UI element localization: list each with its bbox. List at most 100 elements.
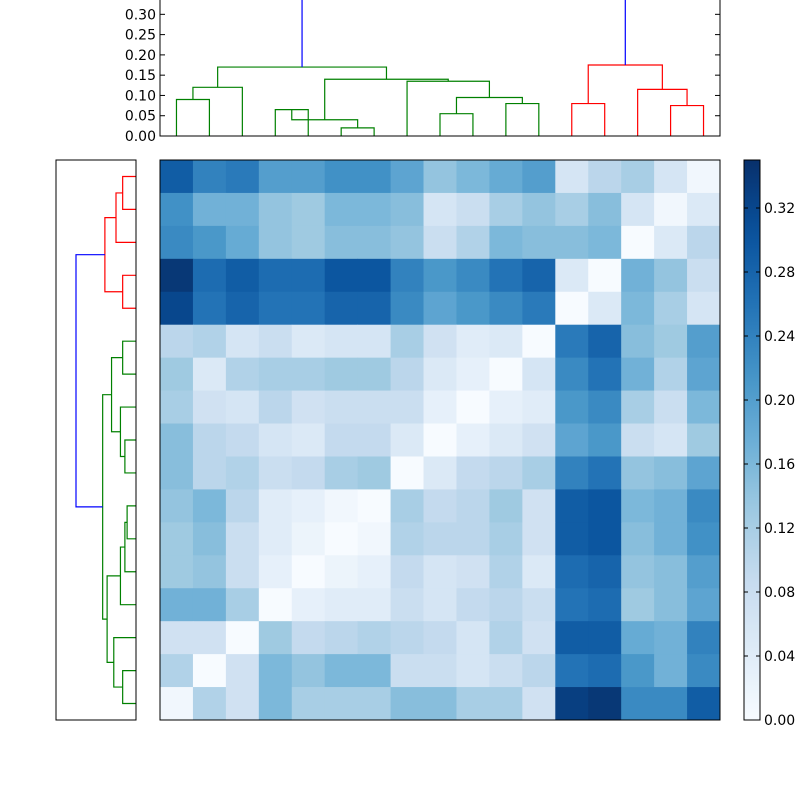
dendrogram-link [102, 394, 112, 620]
top-dendrogram [175, 0, 705, 136]
heatmap-cell [654, 357, 688, 391]
heatmap-cell [588, 291, 622, 326]
heatmap-cell [456, 192, 490, 227]
heatmap-cell [555, 324, 589, 359]
heatmap-cell [456, 654, 490, 688]
heatmap-cell [324, 291, 359, 326]
heatmap-cell [687, 423, 721, 457]
heatmap-cell [588, 489, 622, 523]
heatmap-cell [588, 357, 622, 391]
heatmap-cell [324, 390, 359, 424]
heatmap-cell [160, 489, 194, 523]
colorbar-tick-label: 0.24 [764, 329, 795, 345]
y-tick-label: 0.30 [125, 7, 156, 23]
heatmap-cell [258, 357, 293, 391]
heatmap-cell [160, 192, 194, 227]
heatmap-cell [621, 522, 655, 556]
heatmap-cell [160, 390, 194, 424]
heatmap-cell [687, 258, 721, 293]
heatmap-cell [225, 522, 260, 556]
heatmap-cell [522, 588, 556, 622]
heatmap-cell [522, 555, 556, 589]
heatmap-cell [192, 390, 227, 424]
heatmap-cell [555, 621, 589, 655]
dendrogram-link [122, 175, 136, 211]
heatmap-cell [555, 225, 589, 260]
heatmap-cell [654, 258, 688, 293]
dendrogram-link [104, 217, 123, 293]
heatmap-cell [225, 621, 260, 655]
dendrogram-link [175, 98, 211, 136]
heatmap-cell [390, 522, 424, 556]
colorbar-tick-label: 0.08 [764, 585, 795, 601]
heatmap-cell [687, 357, 721, 391]
heatmap-cell [324, 654, 359, 688]
heatmap-cell [390, 291, 424, 326]
heatmap-cell [456, 456, 490, 490]
top-dendrogram-y-axis: 0.00 0.05 0.10 0.15 0.20 0.25 0.30 0.35 [125, 0, 720, 145]
heatmap-cell [291, 291, 326, 326]
dendrogram-link [119, 546, 136, 606]
heatmap-cell [522, 390, 556, 424]
heatmap-cell [522, 192, 556, 227]
dendrogram-link [505, 102, 540, 136]
heatmap-cell [291, 555, 326, 589]
y-tick-label: 0.00 [125, 129, 156, 145]
heatmap-cell [192, 654, 227, 688]
heatmap-cell [555, 588, 589, 622]
heatmap-cell [588, 423, 622, 457]
dendrogram-link [122, 340, 136, 375]
heatmap-cell [390, 423, 424, 457]
heatmap-cell [621, 489, 655, 523]
heatmap-cell [687, 225, 721, 260]
heatmap-cell [160, 555, 194, 589]
heatmap-cell [588, 687, 622, 721]
dendrogram-link [669, 104, 705, 136]
heatmap-cell [225, 258, 260, 293]
heatmap-cell [687, 687, 721, 721]
dendrogram-link [301, 0, 626, 68]
heatmap-cell [192, 324, 227, 359]
heatmap-cell [654, 588, 688, 622]
heatmap-cell [423, 192, 457, 227]
heatmap-cell [621, 357, 655, 391]
dendrogram-link [291, 109, 359, 128]
colorbar-tick-label: 0.16 [764, 457, 795, 473]
heatmap-cell [489, 357, 523, 391]
heatmap-cell [489, 291, 523, 326]
dendrogram-link [115, 192, 136, 243]
heatmap-cell [225, 160, 260, 194]
heatmap-cell [489, 423, 523, 457]
heatmap-cell [160, 225, 194, 260]
heatmap-cell [621, 588, 655, 622]
heatmap-cell [291, 489, 326, 523]
heatmap-cell [555, 687, 589, 721]
heatmap-cell [654, 160, 688, 194]
heatmap-cell [291, 324, 326, 359]
heatmap-cell [390, 258, 424, 293]
heatmap-cell [522, 291, 556, 326]
heatmap-cell [324, 621, 359, 655]
colorbar-tick-label: 0.28 [764, 265, 795, 281]
heatmap-cell [489, 160, 523, 194]
heatmap-cell [456, 225, 490, 260]
heatmap-cell [225, 423, 260, 457]
heatmap-cell [654, 654, 688, 688]
heatmap-cell [390, 192, 424, 227]
heatmap-cell [588, 456, 622, 490]
heatmap-cell [192, 291, 227, 326]
heatmap-cell [160, 160, 194, 194]
heatmap-cell [192, 522, 227, 556]
heatmap-cell [291, 357, 326, 391]
heatmap-cell [357, 160, 391, 194]
heatmap-cell [291, 423, 326, 457]
heatmap-cell [687, 555, 721, 589]
heatmap-cell [258, 588, 293, 622]
heatmap-cell [357, 522, 391, 556]
heatmap-cell [357, 621, 391, 655]
y-tick-label: 0.25 [125, 28, 156, 44]
heatmap-cell [555, 160, 589, 194]
heatmap-cell [324, 324, 359, 359]
heatmap-cell [555, 192, 589, 227]
heatmap-cell [390, 687, 424, 721]
